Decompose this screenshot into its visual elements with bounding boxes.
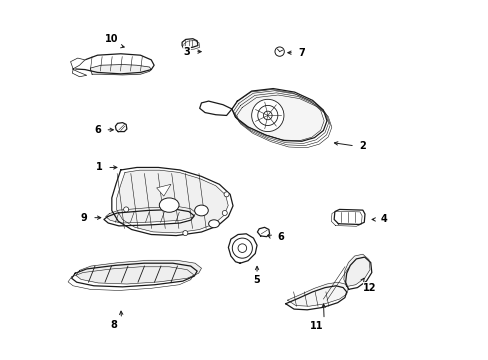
Text: 11: 11 xyxy=(309,321,322,331)
Polygon shape xyxy=(105,207,196,223)
Text: 8: 8 xyxy=(110,320,117,330)
Polygon shape xyxy=(70,58,85,69)
Polygon shape xyxy=(73,54,154,74)
Polygon shape xyxy=(72,69,86,77)
Text: 6: 6 xyxy=(94,125,101,135)
Polygon shape xyxy=(182,39,198,48)
Circle shape xyxy=(222,211,227,216)
Text: 12: 12 xyxy=(363,283,376,293)
Polygon shape xyxy=(112,167,233,235)
Polygon shape xyxy=(231,90,324,141)
Circle shape xyxy=(238,244,246,252)
Polygon shape xyxy=(104,210,194,226)
Text: 10: 10 xyxy=(105,35,118,44)
Text: 9: 9 xyxy=(81,213,87,222)
Polygon shape xyxy=(199,101,231,116)
Text: 4: 4 xyxy=(380,215,387,224)
Polygon shape xyxy=(343,254,369,287)
Polygon shape xyxy=(333,210,364,225)
Polygon shape xyxy=(345,257,371,289)
Polygon shape xyxy=(231,89,326,141)
Text: 7: 7 xyxy=(298,48,305,58)
Polygon shape xyxy=(257,227,269,237)
Polygon shape xyxy=(115,123,126,132)
Circle shape xyxy=(274,47,284,56)
Polygon shape xyxy=(183,41,199,50)
Polygon shape xyxy=(156,184,171,196)
Circle shape xyxy=(257,105,277,126)
Circle shape xyxy=(183,230,187,235)
Polygon shape xyxy=(76,260,201,284)
Text: 5: 5 xyxy=(253,275,260,285)
Polygon shape xyxy=(285,286,346,310)
Text: 2: 2 xyxy=(359,141,366,151)
Circle shape xyxy=(232,238,252,258)
Circle shape xyxy=(224,192,228,197)
Circle shape xyxy=(123,207,128,212)
Ellipse shape xyxy=(208,220,219,228)
Circle shape xyxy=(251,99,284,132)
Circle shape xyxy=(263,111,271,120)
Polygon shape xyxy=(287,282,348,306)
Polygon shape xyxy=(228,234,257,263)
Polygon shape xyxy=(90,64,151,75)
Polygon shape xyxy=(117,170,228,233)
Polygon shape xyxy=(72,263,197,287)
Text: 1: 1 xyxy=(96,162,102,172)
Ellipse shape xyxy=(159,198,179,212)
Ellipse shape xyxy=(194,205,208,216)
Text: 3: 3 xyxy=(183,46,190,57)
Text: 6: 6 xyxy=(276,232,283,242)
